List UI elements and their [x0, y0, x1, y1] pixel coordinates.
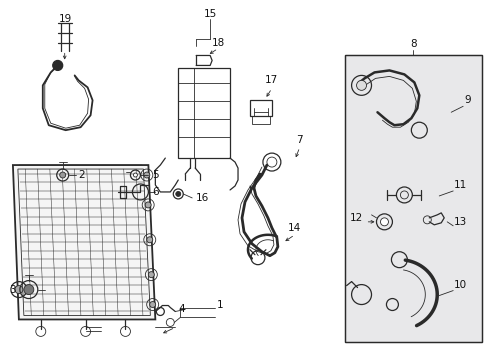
Text: 10: 10	[454, 280, 467, 289]
Circle shape	[149, 302, 156, 307]
Bar	[178, 68, 230, 158]
Circle shape	[144, 172, 150, 178]
Circle shape	[176, 192, 181, 197]
Text: 18: 18	[212, 37, 225, 48]
Text: 12: 12	[349, 213, 363, 223]
Text: 7: 7	[296, 135, 303, 145]
Text: 11: 11	[454, 180, 467, 190]
Text: 3: 3	[9, 284, 16, 294]
Text: 17: 17	[265, 75, 278, 85]
Polygon shape	[13, 165, 155, 319]
Text: 6: 6	[152, 187, 159, 197]
Circle shape	[145, 202, 151, 208]
Text: 5: 5	[152, 170, 159, 180]
Text: 1: 1	[217, 300, 223, 310]
Circle shape	[60, 172, 66, 178]
Circle shape	[147, 237, 153, 243]
Text: 15: 15	[203, 9, 217, 19]
Circle shape	[357, 80, 367, 90]
Text: 4: 4	[178, 305, 185, 315]
Text: 13: 13	[454, 217, 467, 227]
Bar	[344, 55, 482, 342]
Bar	[344, 55, 482, 342]
Text: 2: 2	[78, 170, 85, 180]
Text: 16: 16	[196, 193, 209, 203]
Circle shape	[53, 60, 63, 71]
Circle shape	[380, 218, 389, 226]
Bar	[252, 116, 270, 124]
Circle shape	[148, 272, 154, 278]
Text: 9: 9	[464, 95, 471, 105]
Text: 8: 8	[410, 39, 416, 49]
Circle shape	[15, 285, 23, 293]
Circle shape	[24, 285, 34, 294]
Text: 19: 19	[59, 14, 73, 24]
Text: 14: 14	[288, 223, 301, 233]
Circle shape	[133, 173, 137, 177]
Bar	[250, 100, 272, 116]
